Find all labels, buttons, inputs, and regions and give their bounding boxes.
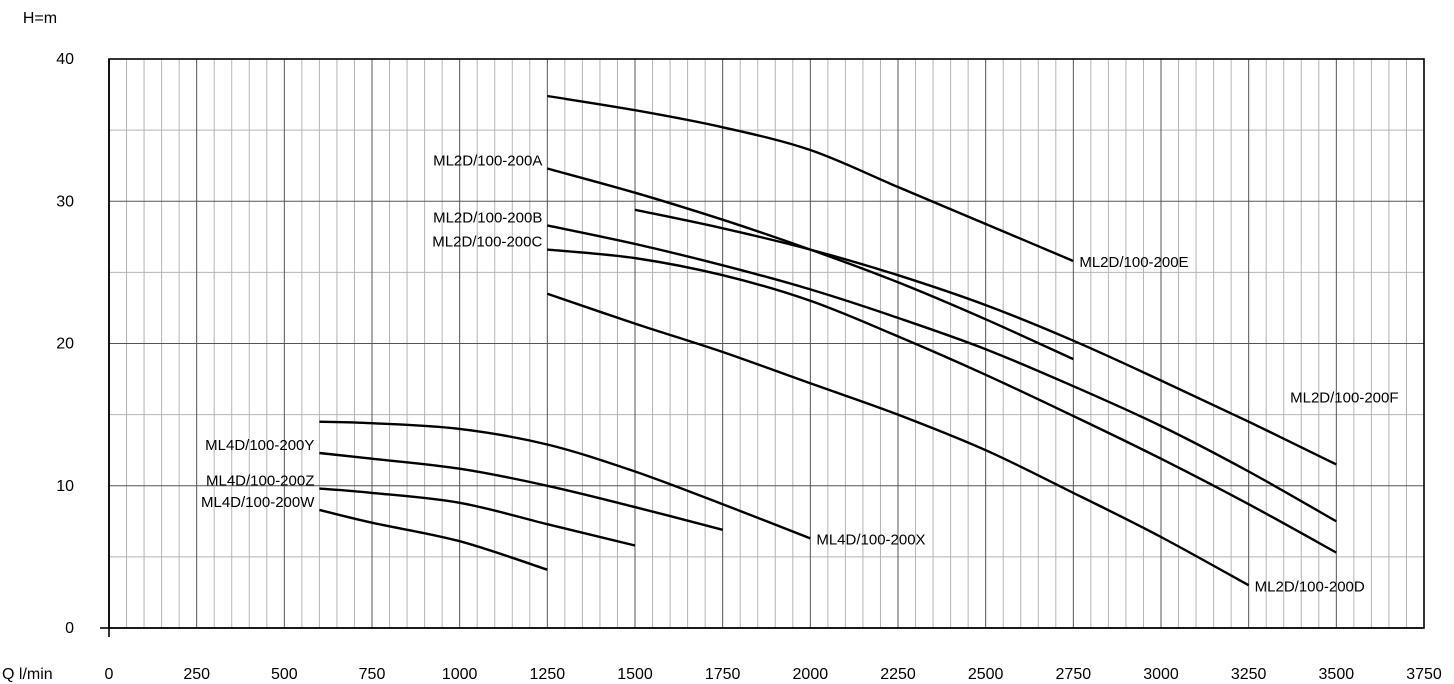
series-label-ml2d-100-200c: ML2D/100-200C	[432, 234, 542, 251]
series-labels: ML2D/100-200A ML2D/100-200B ML2D/100-200C M…	[201, 153, 1399, 596]
axes	[100, 59, 1424, 637]
x-tick-label: 2500	[968, 666, 1004, 683]
x-tick-label: 500	[271, 666, 298, 683]
series-line-ml2d-100-200b	[547, 224, 1337, 523]
x-tick-label: 750	[359, 666, 386, 683]
x-tick-label: 250	[183, 666, 210, 683]
series-line-ml4d-100-200w	[319, 508, 548, 571]
series-lines	[319, 94, 1337, 587]
y-tick-labels: 0 10 20 30 40	[56, 51, 74, 637]
series-label-ml4d-100-200y: ML4D/100-200Y	[205, 437, 314, 454]
series-line-ml4d-100-200y	[319, 451, 723, 531]
y-tick-label: 20	[56, 336, 74, 353]
x-tick-label: 3500	[1319, 666, 1355, 683]
x-tick-label: 3250	[1231, 666, 1267, 683]
x-tick-label: 2000	[793, 666, 829, 683]
series-line-ml2d-100-200e	[547, 94, 1074, 263]
series-line-ml4d-100-200z	[319, 487, 636, 547]
series-label-ml2d-100-200a: ML2D/100-200A	[433, 153, 542, 170]
x-tick-label: 3000	[1143, 666, 1179, 683]
y-tick-label: 10	[56, 478, 74, 495]
y-tick-label: 40	[56, 51, 74, 68]
x-tick-label: 2250	[880, 666, 916, 683]
x-tick-label: 0	[105, 666, 114, 683]
y-tick-label: 0	[65, 620, 74, 637]
major-grid	[109, 59, 1424, 628]
y-axis-label: H=m	[23, 10, 57, 27]
series-label-ml2d-100-200b: ML2D/100-200B	[433, 209, 542, 226]
x-tick-label: 2750	[1056, 666, 1092, 683]
x-tick-label: 3750	[1406, 666, 1442, 683]
x-tick-labels: 0 250 500 750 1000 1250 1500 1750 2000 2250 2500 27…	[105, 666, 1442, 683]
series-label-ml4d-100-200w: ML4D/100-200W	[201, 494, 315, 511]
series-line-ml2d-100-200f	[634, 208, 1337, 466]
series-label-ml4d-100-200x: ML4D/100-200X	[816, 531, 925, 548]
series-label-ml2d-100-200d: ML2D/100-200D	[1255, 578, 1365, 595]
series-label-ml2d-100-200f: ML2D/100-200F	[1290, 389, 1398, 406]
x-axis-label: Q l/min	[2, 666, 53, 683]
series-label-ml2d-100-200e: ML2D/100-200E	[1079, 254, 1188, 271]
series-line-ml4d-100-200x	[319, 420, 811, 540]
x-tick-label: 1750	[705, 666, 741, 683]
x-tick-label: 1000	[442, 666, 478, 683]
series-line-ml2d-100-200c	[547, 248, 1337, 554]
x-tick-label: 1500	[617, 666, 653, 683]
series-label-ml4d-100-200z: ML4D/100-200Z	[206, 473, 314, 490]
series-line-ml2d-100-200d	[546, 292, 1250, 587]
y-tick-label: 30	[56, 193, 74, 210]
x-tick-label: 1250	[530, 666, 566, 683]
